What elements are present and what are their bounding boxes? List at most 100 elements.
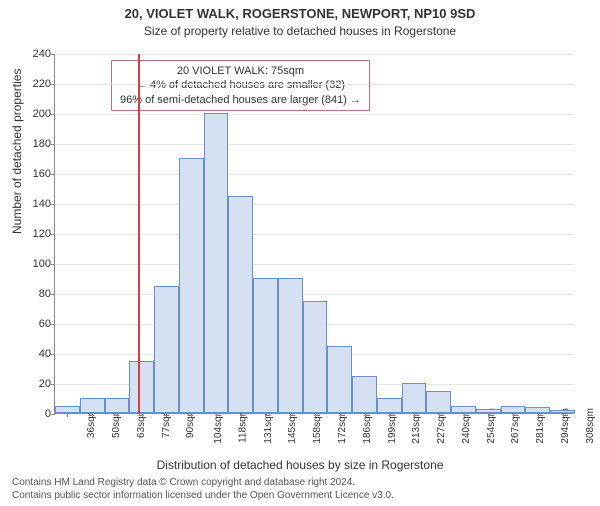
y-tick-label: 60 bbox=[21, 318, 51, 330]
histogram-bar bbox=[80, 398, 105, 413]
histogram-bar bbox=[228, 196, 253, 414]
gridline bbox=[55, 54, 574, 55]
x-tick-mark bbox=[315, 413, 316, 417]
x-tick-label: 199sqm bbox=[386, 408, 397, 444]
histogram-bar bbox=[303, 301, 328, 414]
x-tick-label: 281sqm bbox=[535, 408, 546, 444]
x-tick-mark bbox=[166, 413, 167, 417]
x-tick-label: 294sqm bbox=[560, 408, 571, 444]
footer-line-1: Contains HM Land Registry data © Crown c… bbox=[12, 477, 394, 490]
footer-line-2: Contains public sector information licen… bbox=[12, 490, 394, 503]
x-tick-label: 240sqm bbox=[461, 408, 472, 444]
y-tick-mark bbox=[51, 324, 55, 325]
info-box-line: ← 4% of detached houses are smaller (32) bbox=[120, 78, 361, 92]
gridline bbox=[55, 144, 574, 145]
chart-area: 20 VIOLET WALK: 75sqm← 4% of detached ho… bbox=[54, 54, 574, 414]
gridline bbox=[55, 264, 574, 265]
x-tick-mark bbox=[92, 413, 93, 417]
x-tick-label: 227sqm bbox=[436, 408, 447, 444]
x-tick-label: 172sqm bbox=[337, 408, 348, 444]
x-tick-label: 131sqm bbox=[262, 408, 273, 444]
y-tick-label: 200 bbox=[21, 108, 51, 120]
histogram-bar bbox=[55, 406, 80, 414]
x-tick-label: 308sqm bbox=[584, 408, 595, 444]
x-tick-mark bbox=[488, 413, 489, 417]
x-tick-label: 118sqm bbox=[237, 408, 248, 443]
x-tick-mark bbox=[290, 413, 291, 417]
histogram-bar bbox=[204, 113, 229, 413]
page-title: 20, VIOLET WALK, ROGERSTONE, NEWPORT, NP… bbox=[0, 6, 600, 22]
x-tick-mark bbox=[365, 413, 366, 417]
y-tick-mark bbox=[51, 384, 55, 385]
gridline bbox=[55, 174, 574, 175]
histogram-bar bbox=[278, 278, 303, 413]
x-tick-mark bbox=[340, 413, 341, 417]
x-tick-mark bbox=[439, 413, 440, 417]
y-tick-label: 20 bbox=[21, 378, 51, 390]
x-tick-label: 186sqm bbox=[362, 408, 373, 444]
y-tick-mark bbox=[51, 114, 55, 115]
x-tick-label: 158sqm bbox=[312, 408, 323, 444]
y-tick-label: 220 bbox=[21, 78, 51, 90]
y-tick-label: 140 bbox=[21, 198, 51, 210]
y-tick-mark bbox=[51, 174, 55, 175]
y-tick-label: 100 bbox=[21, 258, 51, 270]
y-tick-label: 160 bbox=[21, 168, 51, 180]
y-tick-label: 120 bbox=[21, 228, 51, 240]
histogram-bar bbox=[402, 383, 427, 413]
y-tick-mark bbox=[51, 294, 55, 295]
gridline bbox=[55, 84, 574, 85]
y-tick-mark bbox=[51, 204, 55, 205]
x-tick-mark bbox=[538, 413, 539, 417]
y-tick-label: 180 bbox=[21, 138, 51, 150]
y-tick-mark bbox=[51, 144, 55, 145]
x-tick-mark bbox=[389, 413, 390, 417]
x-tick-label: 213sqm bbox=[411, 408, 422, 444]
x-tick-mark bbox=[191, 413, 192, 417]
x-tick-mark bbox=[216, 413, 217, 417]
histogram-bar bbox=[154, 286, 179, 414]
x-tick-mark bbox=[464, 413, 465, 417]
histogram-bar bbox=[253, 278, 278, 413]
x-tick-mark bbox=[142, 413, 143, 417]
x-tick-label: 145sqm bbox=[287, 408, 298, 444]
y-tick-label: 40 bbox=[21, 348, 51, 360]
gridline bbox=[55, 114, 574, 115]
info-box: 20 VIOLET WALK: 75sqm← 4% of detached ho… bbox=[111, 60, 370, 111]
y-tick-label: 240 bbox=[21, 48, 51, 60]
info-box-line: 96% of semi-detached houses are larger (… bbox=[120, 93, 361, 107]
x-tick-mark bbox=[241, 413, 242, 417]
histogram-bar bbox=[451, 406, 476, 414]
property-marker-line bbox=[138, 54, 140, 413]
x-axis-label: Distribution of detached houses by size … bbox=[0, 458, 600, 472]
x-tick-label: 254sqm bbox=[485, 408, 496, 444]
gridline bbox=[55, 204, 574, 205]
x-tick-mark bbox=[414, 413, 415, 417]
y-tick-mark bbox=[51, 234, 55, 235]
x-tick-mark bbox=[117, 413, 118, 417]
plot-region: 20 VIOLET WALK: 75sqm← 4% of detached ho… bbox=[54, 54, 574, 414]
histogram-bar bbox=[352, 376, 377, 414]
y-tick-label: 0 bbox=[21, 408, 51, 420]
footer-attribution: Contains HM Land Registry data © Crown c… bbox=[12, 477, 394, 502]
x-tick-mark bbox=[265, 413, 266, 417]
histogram-bar bbox=[179, 158, 204, 413]
y-tick-label: 80 bbox=[21, 288, 51, 300]
y-tick-mark bbox=[51, 264, 55, 265]
histogram-bar bbox=[327, 346, 352, 414]
x-tick-label: 267sqm bbox=[510, 408, 521, 444]
x-tick-label: 104sqm bbox=[213, 408, 224, 444]
gridline bbox=[55, 234, 574, 235]
y-tick-mark bbox=[51, 354, 55, 355]
histogram-bar bbox=[105, 398, 130, 413]
histogram-bar bbox=[129, 361, 154, 414]
histogram-bar bbox=[377, 398, 402, 413]
histogram-bar bbox=[501, 406, 526, 414]
x-tick-mark bbox=[67, 413, 68, 417]
y-tick-mark bbox=[51, 84, 55, 85]
x-tick-mark bbox=[563, 413, 564, 417]
page-subtitle: Size of property relative to detached ho… bbox=[0, 24, 600, 38]
y-tick-mark bbox=[51, 54, 55, 55]
info-box-line: 20 VIOLET WALK: 75sqm bbox=[120, 64, 361, 78]
y-tick-mark bbox=[51, 414, 55, 415]
